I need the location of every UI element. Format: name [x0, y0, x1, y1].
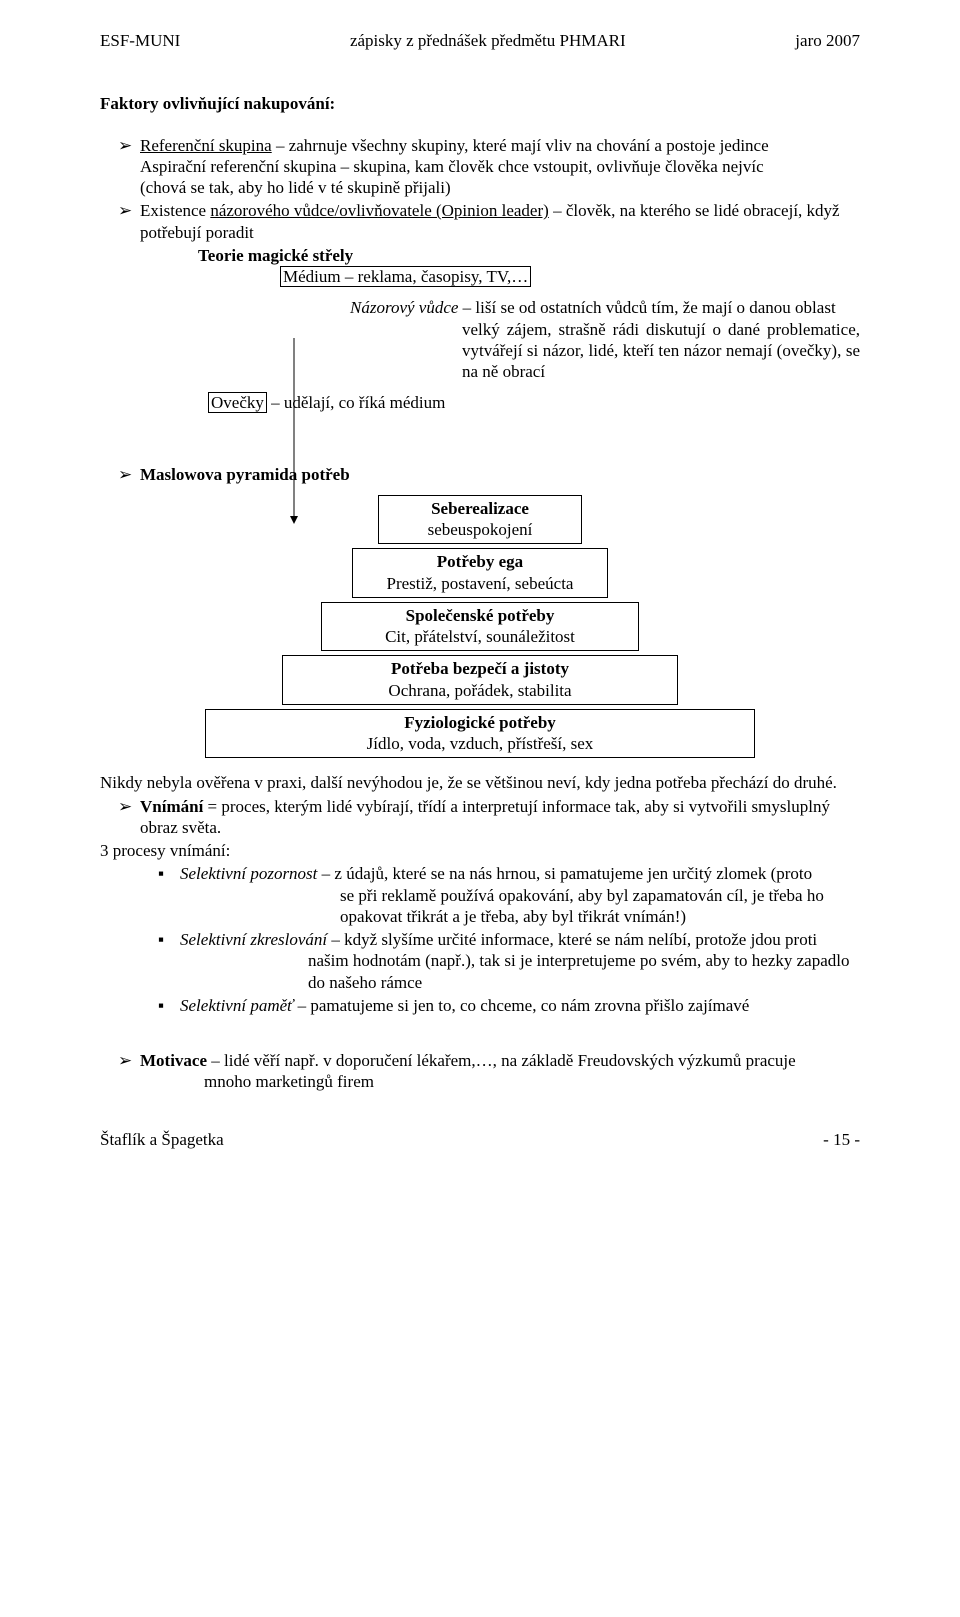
sq2-l1: – když slyšíme určité informace, které s… [327, 930, 817, 949]
motivace-lead: Motivace [140, 1051, 207, 1070]
triangle-bullet-icon: ➢ [118, 1050, 140, 1071]
pyramid-level-title: Seberealizace [387, 498, 573, 519]
pyramid-level-title: Fyziologické potřeby [214, 712, 746, 733]
footer-left: Štaflík a Špagetka [100, 1129, 224, 1150]
header-left: ESF-MUNI [100, 30, 180, 51]
page-header: ESF-MUNI zápisky z přednášek předmětu PH… [100, 30, 860, 51]
b1-line2b: (chová se tak, aby ho lidé v té skupině … [140, 177, 860, 198]
sq-selektivni-pozornost: ▪ Selektivní pozornost – z údajů, které … [158, 863, 860, 927]
maslow-pyramid: SeberealizacesebeuspokojeníPotřeby egaPr… [100, 495, 860, 759]
pyramid-level-title: Potřeba bezpečí a jistoty [291, 658, 669, 679]
sq1-l1: – z údajů, které se na nás hrnou, si pam… [317, 864, 812, 883]
b1-lead: Referenční skupina [140, 136, 272, 155]
section-title: Faktory ovlivňující nakupování: [100, 93, 860, 114]
nazorovy-vudce-block: Názorový vůdce – liší se od ostatních vů… [350, 297, 860, 382]
vnimani-lead: Vnímání [140, 797, 203, 816]
page-footer: Štaflík a Špagetka - 15 - [100, 1129, 860, 1150]
pyramid-level-title: Potřeby ega [361, 551, 599, 572]
triangle-bullet-icon: ➢ [118, 796, 140, 817]
bullet-existence: ➢ Existence názorového vůdce/ovlivňovate… [118, 200, 860, 243]
pyramid-level-sub: sebeuspokojení [387, 519, 573, 540]
sq1-lead: Selektivní pozornost [180, 864, 317, 883]
pyramid-level-2: Společenské potřebyCit, přátelství, soun… [321, 602, 639, 652]
square-bullet-icon: ▪ [158, 995, 180, 1016]
vnimani-rest: = proces, kterým lidé vybírají, třídí a … [140, 797, 830, 837]
medium-line: Médium – reklama, časopisy, TV,… [280, 266, 860, 287]
b1-rest: – zahrnuje všechny skupiny, které mají v… [272, 136, 769, 155]
square-bullet-icon: ▪ [158, 929, 180, 950]
maslow-heading: Maslowova pyramida potřeb [140, 464, 350, 485]
header-right: jaro 2007 [795, 30, 860, 51]
triangle-bullet-icon: ➢ [118, 200, 140, 221]
bullet-referencni: ➢ Referenční skupina – zahrnuje všechny … [118, 135, 860, 199]
bullet-maslow: ➢ Maslowova pyramida potřeb [118, 464, 860, 485]
quote-l2: velký zájem, strašně rádi diskutují o da… [350, 319, 860, 383]
bullet-motivace: ➢ Motivace – lidé věří např. v doporučen… [118, 1050, 860, 1093]
sq1-l2: se při reklamě používá opakování, aby by… [180, 885, 860, 928]
sq3-lead: Selektivní paměť [180, 996, 293, 1015]
motivace-l1: – lidé věří např. v doporučení lékařem,…… [207, 1051, 796, 1070]
pyramid-level-sub: Prestiž, postavení, sebeúcta [361, 573, 599, 594]
quote-l1: – liší se od ostatních vůdců tím, že maj… [458, 298, 835, 317]
pyramid-level-sub: Ochrana, pořádek, stabilita [291, 680, 669, 701]
quote-lead: Názorový vůdce [350, 298, 458, 317]
procesy-label: 3 procesy vnímání: [100, 840, 860, 861]
sq-selektivni-pamet: ▪ Selektivní paměť – pamatujeme si jen t… [158, 995, 860, 1016]
sq-selektivni-zkreslovani: ▪ Selektivní zkreslování – když slyšíme … [158, 929, 860, 993]
pyramid-level-title: Společenské potřeby [330, 605, 630, 626]
pyramid-level-sub: Jídlo, voda, vzduch, přístřeší, sex [214, 733, 746, 754]
sq2-lead: Selektivní zkreslování [180, 930, 327, 949]
sq3-rest: – pamatujeme si jen to, co chceme, co ná… [293, 996, 749, 1015]
b1-line2a: Aspirační referenční skupina – skupina, … [140, 156, 860, 177]
square-bullet-icon: ▪ [158, 863, 180, 884]
motivace-l2: mnoho marketingů firem [140, 1071, 860, 1092]
triangle-bullet-icon: ➢ [118, 135, 140, 156]
pyramid-level-4: Fyziologické potřebyJídlo, voda, vzduch,… [205, 709, 755, 759]
header-center: zápisky z přednášek předmětu PHMARI [350, 30, 626, 51]
triangle-bullet-icon: ➢ [118, 464, 140, 485]
bullet-vnimani: ➢ Vnímání = proces, kterým lidé vybírají… [118, 796, 860, 839]
teorie-label: Teorie magické střely [198, 245, 860, 266]
ovecky-box: Ovečky [208, 392, 267, 413]
pyramid-level-0: Seberealizacesebeuspokojení [378, 495, 582, 545]
ovecky-line: Ovečky – udělají, co říká médium [208, 392, 860, 413]
footer-right: - 15 - [823, 1129, 860, 1150]
pyramid-level-3: Potřeba bezpečí a jistotyOchrana, pořáde… [282, 655, 678, 705]
sq2-l2: našim hodnotám (např.), tak si je interp… [180, 950, 860, 993]
pyramid-level-1: Potřeby egaPrestiž, postavení, sebeúcta [352, 548, 608, 598]
b2-pre: Existence [140, 201, 210, 220]
paragraph-after-pyramid: Nikdy nebyla ověřena v praxi, další nevý… [100, 772, 860, 793]
medium-box: Médium – reklama, časopisy, TV,… [280, 266, 531, 287]
ovecky-rest: – udělají, co říká médium [267, 393, 445, 412]
pyramid-level-sub: Cit, přátelství, sounáležitost [330, 626, 630, 647]
page: ESF-MUNI zápisky z přednášek předmětu PH… [0, 0, 960, 1180]
b2-underline: názorového vůdce/ovlivňovatele (Opinion … [210, 201, 548, 220]
